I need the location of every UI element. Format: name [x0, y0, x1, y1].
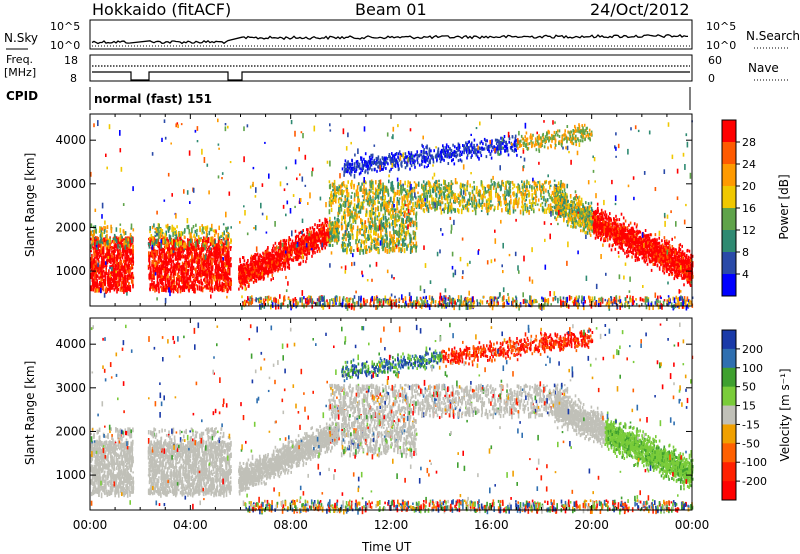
power-colorbar-segment: [722, 274, 736, 297]
power-colorbar-label: 24: [742, 158, 756, 171]
velocity-colorbar-segment: [722, 424, 736, 443]
velocity-colorbar-segment: [722, 349, 736, 368]
power-colorbar-segment: [722, 142, 736, 165]
power-ytick-label: 1000: [55, 264, 86, 278]
velocity-colorbar-label: -50: [742, 437, 760, 450]
power-colorbar-segment: [722, 120, 736, 143]
velocity-colorbar-label: 15: [742, 400, 756, 413]
velocity-colorbar-label: -100: [742, 456, 767, 469]
power-colorbar-label: 16: [742, 202, 756, 215]
x-tick-label: 08:00: [273, 518, 308, 532]
x-tick-label: 04:00: [173, 518, 208, 532]
velocity-colorbar-label: 100: [742, 362, 763, 375]
velocity-ytick-label: 2000: [55, 424, 86, 438]
power-colorbar-label: 20: [742, 180, 756, 193]
freq-trace: [92, 72, 690, 80]
velocity-colorbar-label: 50: [742, 381, 756, 394]
velocity-colorbar-segment: [722, 406, 736, 425]
nsky-panel-frame: [90, 20, 692, 49]
power-colorbar-label: 8: [742, 246, 749, 259]
velocity-ytick-label: 3000: [55, 381, 86, 395]
power-ytick-label: 2000: [55, 220, 86, 234]
velocity-colorbar-segment: [722, 387, 736, 406]
velocity-colorbar-segment: [722, 368, 736, 387]
velocity-colorbar-segment: [722, 481, 736, 500]
power-colorbar-label: 28: [742, 136, 756, 149]
x-tick-label: 12:00: [374, 518, 409, 532]
x-tick-label: 16:00: [474, 518, 509, 532]
power-ytick-label: 3000: [55, 177, 86, 191]
nsky-trace: [92, 35, 688, 44]
freq-panel-frame: [90, 55, 692, 81]
velocity-ytick-label: 4000: [55, 337, 86, 351]
power-colorbar-segment: [722, 164, 736, 187]
velocity-colorbar-label: -200: [742, 475, 767, 488]
power-colorbar-segment: [722, 208, 736, 231]
x-tick-label: 20:00: [574, 518, 609, 532]
velocity-heatmap-data: [90, 323, 693, 515]
velocity-colorbar-segment: [722, 443, 736, 462]
power-colorbar-label: 4: [742, 268, 749, 281]
power-heatmap-data: [90, 119, 694, 311]
power-colorbar-label: 12: [742, 224, 756, 237]
velocity-colorbar-label: 200: [742, 343, 763, 356]
x-tick-label: 00:00: [675, 518, 710, 532]
rti-plot-canvas: 1000 2000 3000 4000 1000 2000 3000 4000 00:00 04:…: [0, 0, 800, 554]
velocity-colorbar-label: -15: [742, 418, 760, 431]
x-tick-label: 00:00: [73, 518, 108, 532]
power-colorbar-segment: [722, 230, 736, 253]
velocity-colorbar-segment: [722, 330, 736, 349]
velocity-ytick-label: 1000: [55, 468, 86, 482]
power-ytick-label: 4000: [55, 133, 86, 147]
velocity-colorbar-segment: [722, 462, 736, 481]
power-colorbar-segment: [722, 252, 736, 275]
power-colorbar-segment: [722, 186, 736, 209]
